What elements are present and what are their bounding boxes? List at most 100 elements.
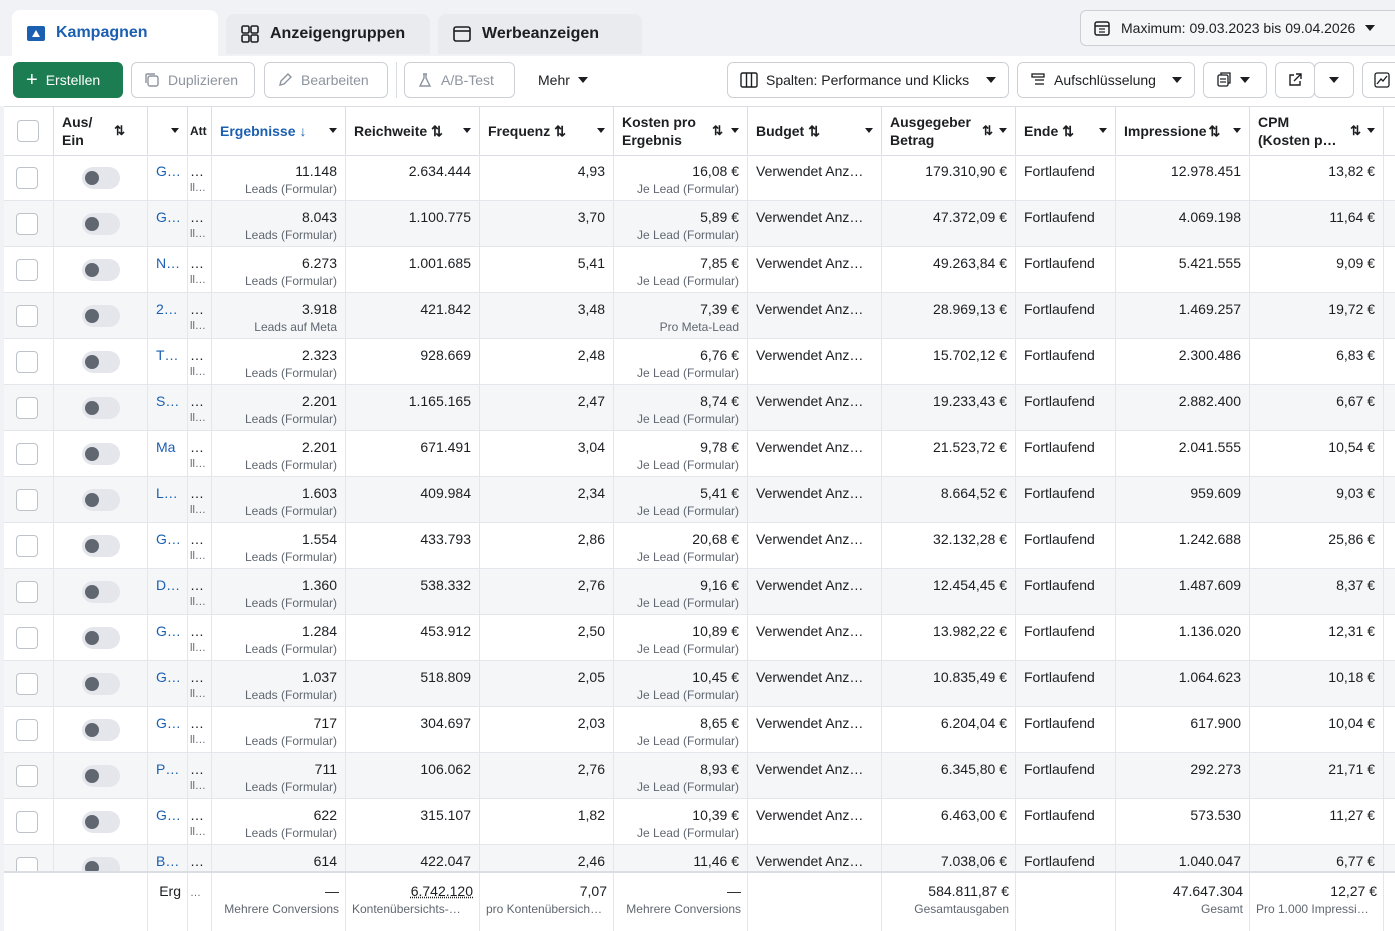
table-row[interactable]: G… … ll… 8.043 Leads (Formular) 1.100.775 3,70… xyxy=(4,201,1395,247)
campaign-toggle[interactable] xyxy=(82,765,120,787)
row-checkbox[interactable] xyxy=(16,351,38,373)
results-value: 11.148 xyxy=(295,163,337,179)
header-budget[interactable]: Budget ⇅ xyxy=(748,107,882,155)
campaign-toggle[interactable] xyxy=(82,351,120,373)
campaign-name-link[interactable]: B… xyxy=(156,853,180,869)
row-checkbox[interactable] xyxy=(16,397,38,419)
table-row[interactable]: G… … ll… 11.148 Leads (Formular) 2.634.444 4,9… xyxy=(4,155,1395,201)
cost-per-result-value: 5,41 € xyxy=(700,485,739,501)
export-button[interactable] xyxy=(1275,62,1315,98)
campaign-toggle[interactable] xyxy=(82,259,120,281)
row-checkbox[interactable] xyxy=(16,627,38,649)
campaign-toggle[interactable] xyxy=(82,811,120,833)
campaign-name-link[interactable]: G… xyxy=(156,807,181,823)
header-onoff[interactable]: Aus/ Ein ⇅ xyxy=(54,107,148,155)
create-button[interactable]: + Erstellen xyxy=(13,62,123,98)
campaign-name-link[interactable]: S… xyxy=(156,393,180,409)
cost-per-result-sub: Je Lead (Formular) xyxy=(636,228,739,242)
header-cpm[interactable]: CPM (Kosten p… ⇅ xyxy=(1250,107,1384,155)
header-reach[interactable]: Reichweite ⇅ xyxy=(346,107,480,155)
charts-button[interactable] xyxy=(1362,62,1395,98)
end-date-value: Fortlaufend xyxy=(1024,669,1095,685)
row-checkbox[interactable] xyxy=(16,213,38,235)
row-checkbox[interactable] xyxy=(16,259,38,281)
table-row[interactable]: G… … ll… 1.554 Leads (Formular) 433.793 2,86 20… xyxy=(4,523,1395,569)
row-checkbox[interactable] xyxy=(16,535,38,557)
campaign-toggle[interactable] xyxy=(82,673,120,695)
campaign-name-link[interactable]: Ma xyxy=(156,439,176,455)
results-value: 2.201 xyxy=(301,439,337,455)
date-range-picker[interactable]: Maximum: 09.03.2023 bis 09.04.2026 xyxy=(1080,10,1395,46)
end-date-value: Fortlaufend xyxy=(1024,531,1095,547)
campaign-name-link[interactable]: L… xyxy=(156,485,178,501)
campaign-name-link[interactable]: 2… xyxy=(156,301,178,317)
header-attribution[interactable]: Att xyxy=(188,107,212,155)
row-checkbox[interactable] xyxy=(16,305,38,327)
table-row[interactable]: 2… … ll… 3.918 Leads auf Meta 421.842 3,48 7,39… xyxy=(4,293,1395,339)
campaign-toggle[interactable] xyxy=(82,489,120,511)
table-row[interactable]: N… … ll… 6.273 Leads (Formular) 1.001.685 5,41… xyxy=(4,247,1395,293)
campaign-name-link[interactable]: G… xyxy=(156,623,181,639)
ab-test-button[interactable]: A/B-Test xyxy=(404,62,515,98)
attribution-cell: … ll… xyxy=(188,753,212,799)
duplicate-button[interactable]: Duplizieren xyxy=(131,62,255,98)
row-checkbox[interactable] xyxy=(16,581,38,603)
campaign-name-link[interactable]: D… xyxy=(156,577,181,593)
export-dropdown[interactable] xyxy=(1314,62,1354,98)
table-row[interactable]: L… … ll… 1.603 Leads (Formular) 409.984 2,34 5,… xyxy=(4,477,1395,523)
campaign-name-link[interactable]: G… xyxy=(156,163,181,179)
campaign-toggle[interactable] xyxy=(82,443,120,465)
row-checkbox[interactable] xyxy=(16,811,38,833)
select-all-checkbox[interactable] xyxy=(17,120,39,142)
header-spent[interactable]: Ausgegeber Betrag ⇅ xyxy=(882,107,1016,155)
campaign-name-link[interactable]: T… xyxy=(156,347,179,363)
tab-werbeanzeigen[interactable]: Werbeanzeigen xyxy=(438,14,642,54)
header-results[interactable]: Ergebnisse ↓ xyxy=(212,107,346,155)
campaign-toggle[interactable] xyxy=(82,581,120,603)
header-impressions[interactable]: Impressione ⇅ xyxy=(1116,107,1250,155)
header-end[interactable]: Ende ⇅ xyxy=(1016,107,1116,155)
campaign-toggle[interactable] xyxy=(82,167,120,189)
table-row[interactable]: G… … ll… 717 Leads (Formular) 304.697 2,03 8,65… xyxy=(4,707,1395,753)
row-checkbox[interactable] xyxy=(16,443,38,465)
campaign-name-link[interactable]: G… xyxy=(156,531,181,547)
row-checkbox[interactable] xyxy=(16,489,38,511)
header-name[interactable] xyxy=(148,107,188,155)
campaign-toggle[interactable] xyxy=(82,305,120,327)
campaign-toggle[interactable] xyxy=(82,535,120,557)
reports-button[interactable] xyxy=(1203,62,1267,98)
end-date-cell: Fortlaufend xyxy=(1016,845,1116,891)
header-frequency[interactable]: Frequenz ⇅ xyxy=(480,107,614,155)
table-row[interactable]: P… … ll… 711 Leads (Formular) 106.062 2,76 8,93… xyxy=(4,753,1395,799)
edit-button[interactable]: Bearbeiten xyxy=(264,62,388,98)
campaign-name-link[interactable]: P… xyxy=(156,761,180,777)
breakdown-button[interactable]: Aufschlüsselung xyxy=(1017,62,1195,98)
table-row[interactable]: G… … ll… 1.037 Leads (Formular) 518.809 2,05 10… xyxy=(4,661,1395,707)
tab-kampagnen[interactable]: Kampagnen xyxy=(12,10,218,56)
row-checkbox[interactable] xyxy=(16,765,38,787)
table-row[interactable]: T… … ll… 2.323 Leads (Formular) 928.669 2,48 6,… xyxy=(4,339,1395,385)
columns-button[interactable]: Spalten: Performance und Klicks xyxy=(727,62,1009,98)
tab-anzeigengruppen[interactable]: Anzeigengruppen xyxy=(226,14,430,54)
campaign-name-link[interactable]: G… xyxy=(156,669,181,685)
campaign-toggle[interactable] xyxy=(82,397,120,419)
impressions-value: 573.530 xyxy=(1190,807,1241,823)
table-row[interactable]: G… … ll… 1.284 Leads (Formular) 453.912 2,50 10… xyxy=(4,615,1395,661)
row-checkbox[interactable] xyxy=(16,673,38,695)
table-row[interactable]: S… … ll… 2.201 Leads (Formular) 1.165.165 2,47… xyxy=(4,385,1395,431)
header-cost-per-result[interactable]: Kosten pro Ergebnis ⇅ xyxy=(614,107,748,155)
cost-per-result-cell: 8,65 € Je Lead (Formular) xyxy=(614,707,748,753)
table-row[interactable]: D… … ll… 1.360 Leads (Formular) 538.332 2,76 9,… xyxy=(4,569,1395,615)
table-row[interactable]: Ma … ll… 2.201 Leads (Formular) 671.491 3,04 9,… xyxy=(4,431,1395,477)
campaign-toggle[interactable] xyxy=(82,213,120,235)
row-checkbox[interactable] xyxy=(16,167,38,189)
campaign-toggle[interactable] xyxy=(82,627,120,649)
campaign-name-link[interactable]: G… xyxy=(156,209,181,225)
row-checkbox[interactable] xyxy=(16,719,38,741)
campaign-name-link[interactable]: G… xyxy=(156,715,181,731)
totals-reach-value[interactable]: 6.742.120 xyxy=(410,883,473,899)
table-row[interactable]: G… … ll… 622 Leads (Formular) 315.107 1,82 10,3… xyxy=(4,799,1395,845)
more-button[interactable]: Mehr xyxy=(526,62,606,98)
campaign-name-link[interactable]: N… xyxy=(156,255,181,271)
campaign-toggle[interactable] xyxy=(82,719,120,741)
